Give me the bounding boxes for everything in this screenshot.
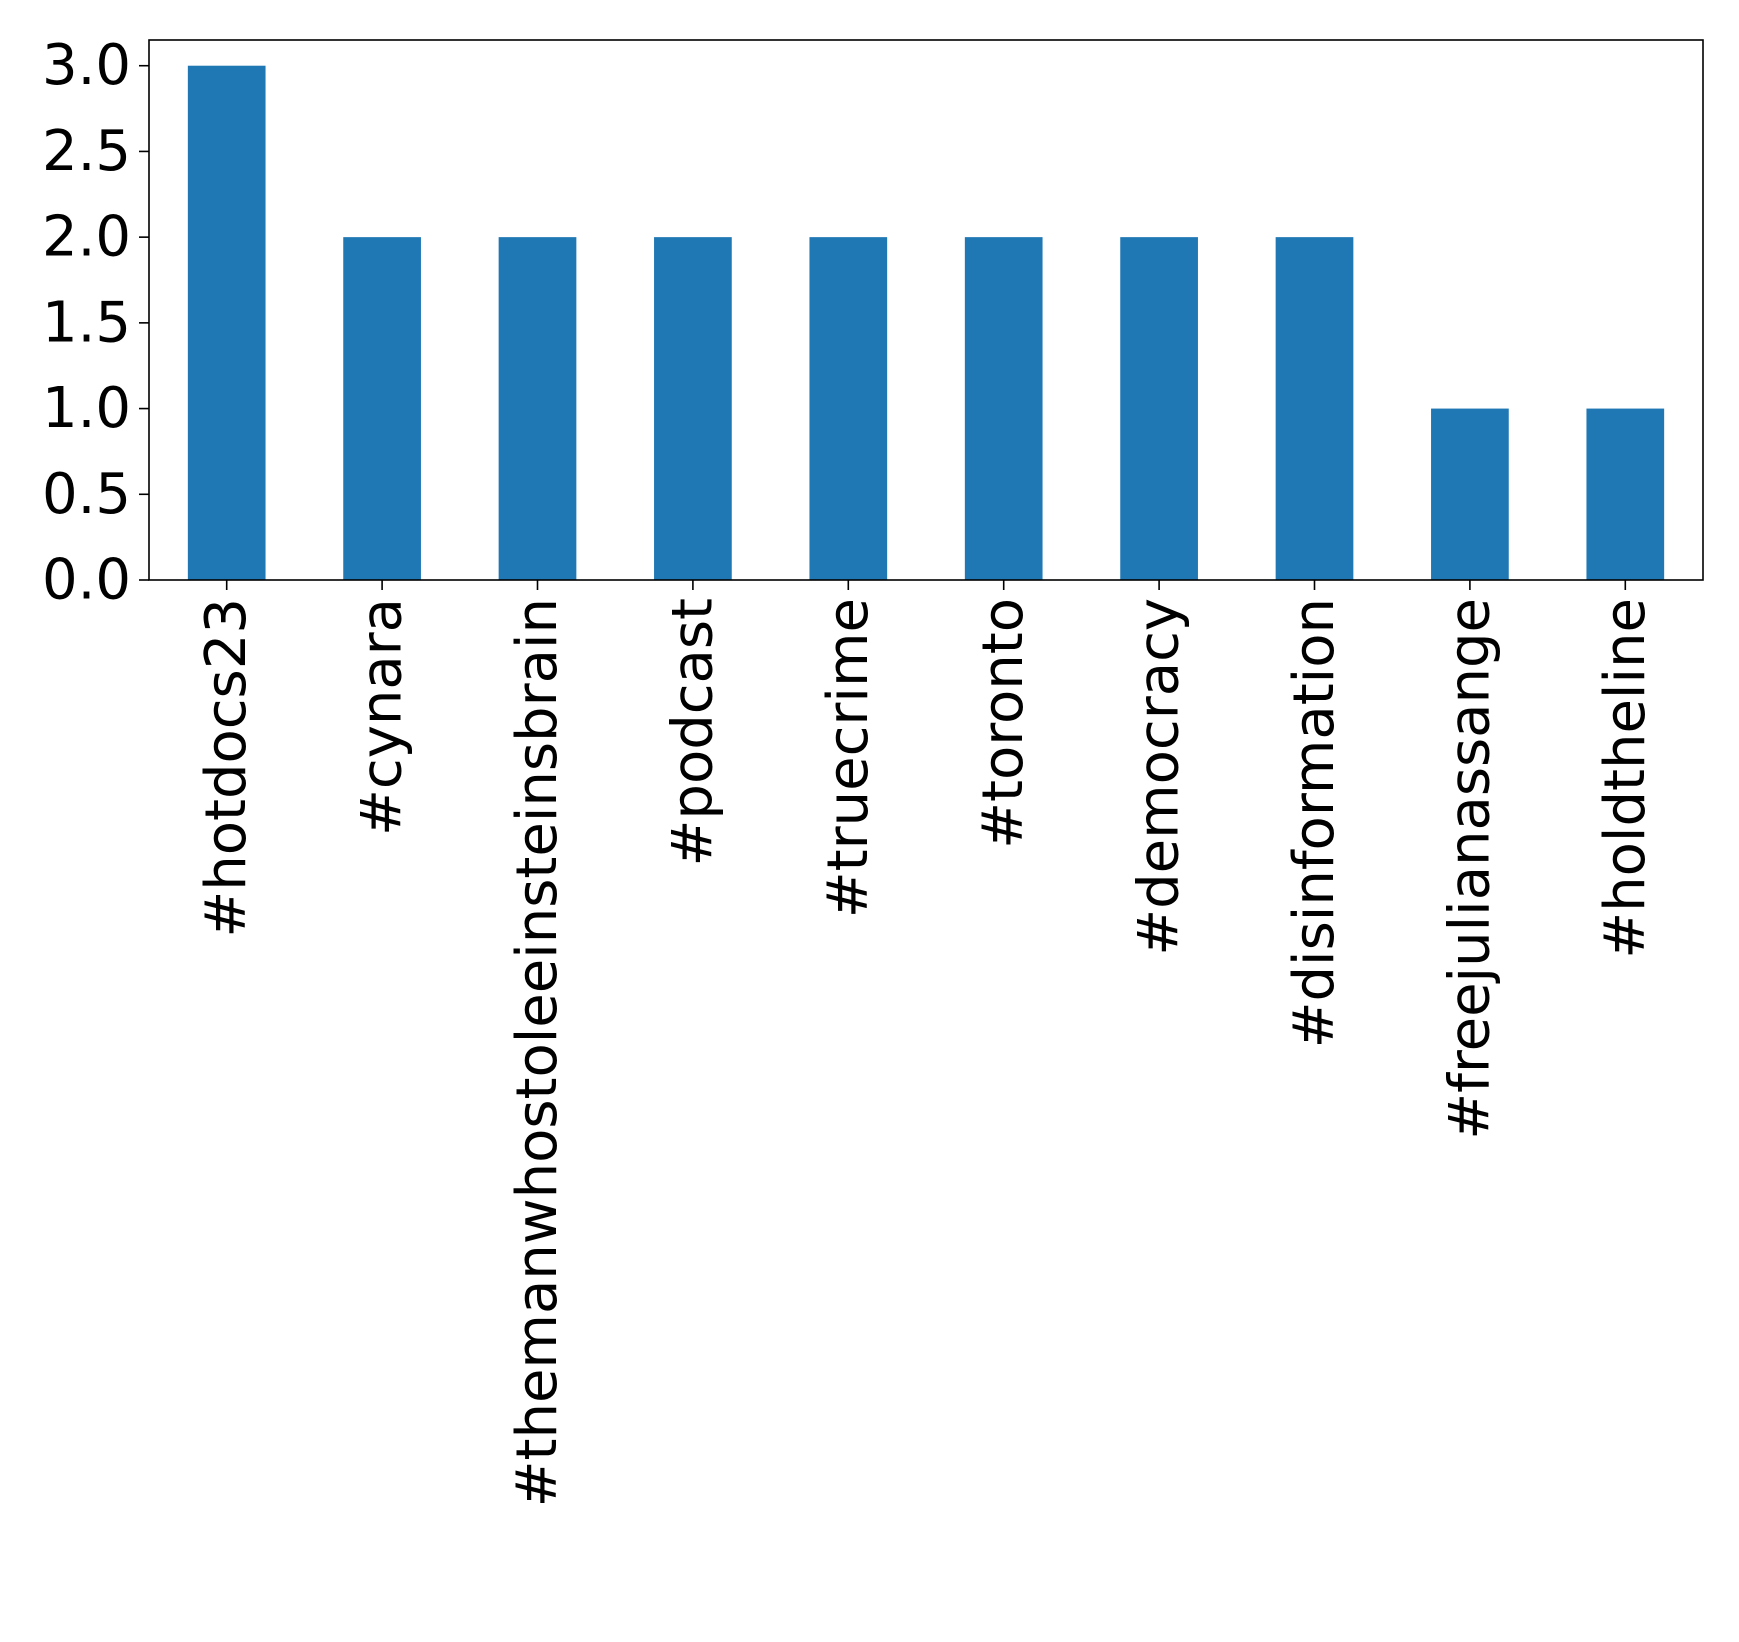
bar-disinformation bbox=[1275, 237, 1354, 580]
bars-group bbox=[187, 65, 1665, 580]
x-tick-label: #democracy bbox=[1127, 598, 1192, 956]
bar-podcast bbox=[654, 237, 732, 580]
x-tick-label: #hotdocs23 bbox=[194, 598, 259, 938]
x-axis: #hotdocs23 #cynara #themanwhostoleeinstein… bbox=[194, 580, 1658, 1507]
x-tick-label: #themanwhostoleeinsteinsbrain bbox=[505, 598, 570, 1507]
y-tick-label: 2.5 bbox=[42, 119, 131, 184]
y-tick-label: 0.0 bbox=[42, 548, 131, 613]
bar-cynara bbox=[343, 237, 421, 580]
y-tick-label: 1.5 bbox=[42, 290, 131, 355]
bar-democracy bbox=[1120, 237, 1198, 580]
x-tick-label: #cynara bbox=[350, 598, 415, 836]
bar-themanwhostoleeinsteinsbrain bbox=[498, 237, 577, 580]
bar-truecrime bbox=[809, 237, 888, 580]
x-tick-label: #holdtheline bbox=[1593, 598, 1658, 959]
x-tick-label: #truecrime bbox=[816, 598, 881, 918]
x-tick-label: #toronto bbox=[971, 598, 1036, 849]
bar-hotdocs23 bbox=[187, 65, 266, 580]
y-tick-label: 0.5 bbox=[42, 462, 131, 527]
y-tick-label: 1.0 bbox=[42, 376, 131, 441]
plot-frame bbox=[148, 39, 1704, 581]
y-axis: 0.0 0.5 1.0 1.5 2.0 2.5 3.0 bbox=[42, 33, 149, 613]
x-tick-label: #podcast bbox=[660, 598, 725, 867]
bar-toronto bbox=[964, 237, 1043, 580]
bar-holdtheline bbox=[1586, 408, 1665, 580]
bar-freejulianassange bbox=[1431, 408, 1509, 580]
x-tick-label: #freejulianassange bbox=[1437, 598, 1502, 1140]
x-tick-label: #disinformation bbox=[1282, 598, 1347, 1048]
y-tick-label: 2.0 bbox=[42, 205, 131, 270]
y-tick-label: 3.0 bbox=[42, 33, 131, 98]
